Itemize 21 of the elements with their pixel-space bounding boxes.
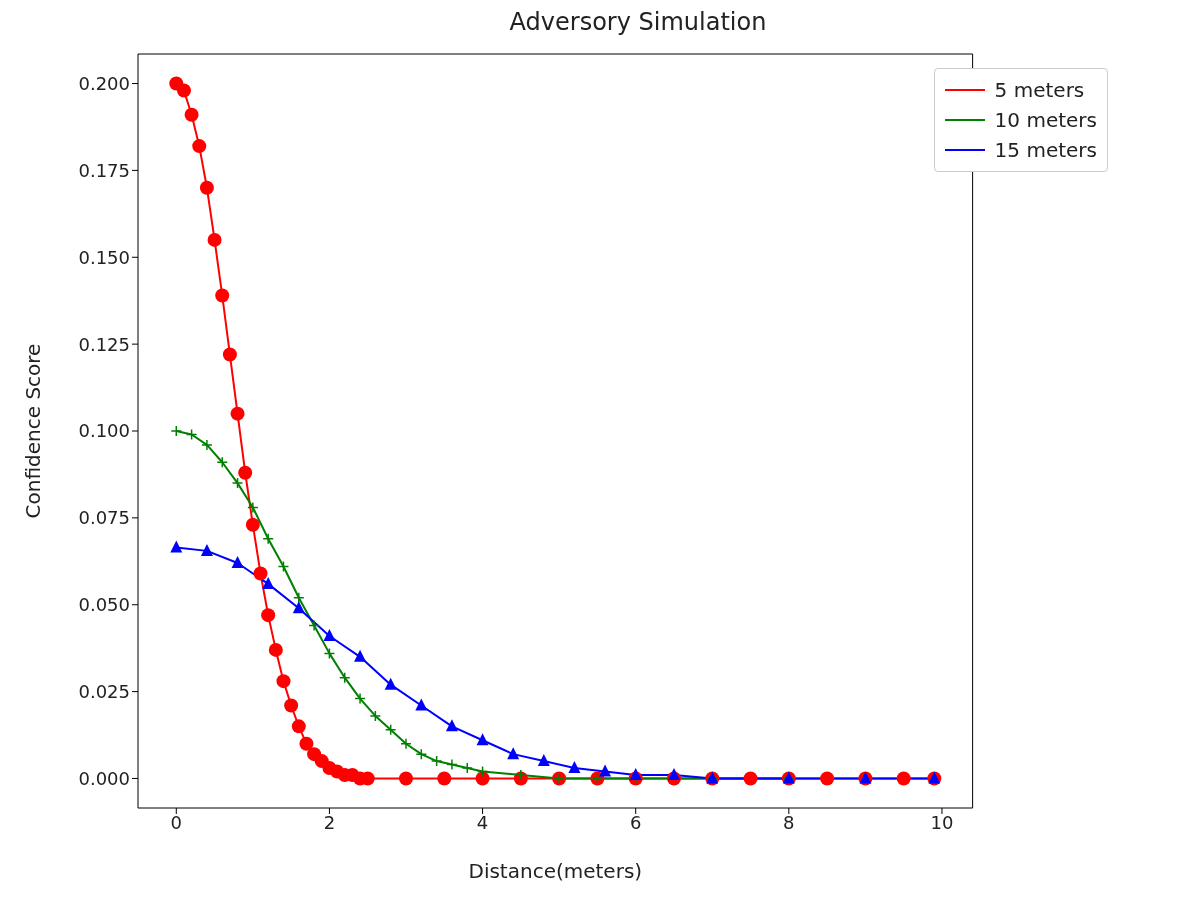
x-tick-label: 6 xyxy=(629,811,642,833)
legend-label: 15 meters xyxy=(993,137,1097,164)
x-tick-label: 0 xyxy=(170,811,183,833)
y-tick-label: 0.075 xyxy=(78,507,130,529)
y-tick-label: 0.100 xyxy=(78,420,130,442)
x-axis-title: Distance(meters) xyxy=(468,859,643,883)
y-tick-label: 0.150 xyxy=(78,246,130,268)
x-tick-label: 4 xyxy=(476,811,489,833)
y-tick-label: 0.175 xyxy=(78,159,130,181)
y-tick-label: 0.125 xyxy=(78,333,130,355)
y-tick-label: 0.200 xyxy=(78,72,130,94)
legend-label: 5 meters xyxy=(993,77,1086,104)
x-tick-label: 10 xyxy=(930,811,954,833)
y-tick-label: 0.050 xyxy=(78,594,130,616)
y-axis-title: Confidence Score xyxy=(21,343,46,519)
y-tick-label: 0.025 xyxy=(78,680,130,702)
chart-title: Adversory Simulation xyxy=(508,8,768,38)
y-tick-label: 0.000 xyxy=(78,767,130,789)
legend-label: 10 meters xyxy=(993,107,1097,134)
x-tick-label: 8 xyxy=(783,811,795,833)
x-tick-label: 2 xyxy=(323,811,336,833)
